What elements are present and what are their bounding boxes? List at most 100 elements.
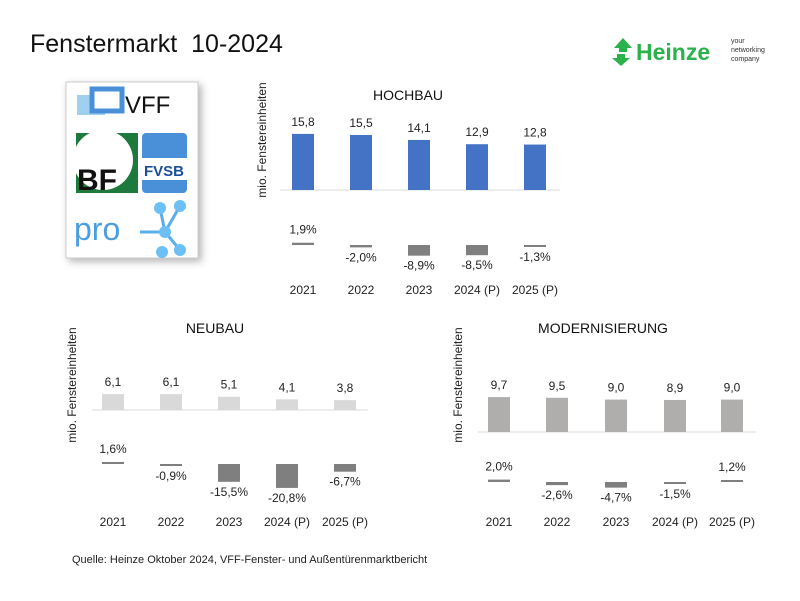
x-tick-label: 2021 [100,515,127,529]
value-bar [292,133,314,190]
svg-text:VFF: VFF [125,92,170,119]
chart-title: NEUBAU [186,320,244,336]
chart-neubau: NEUBAU mio. Fenstereinheiten 6,1 1,6% 2021 6,… [65,320,368,529]
x-tick-label: 2022 [348,283,375,297]
svg-text:FVSB: FVSB [144,163,184,180]
value-bar [488,397,510,432]
value-label: 3,8 [337,381,354,395]
change-bar [408,245,430,256]
value-bar [466,144,488,190]
svg-text:networking: networking [731,47,765,54]
heinze-logo: Heinze your networking company [612,38,765,66]
change-bar [350,245,372,248]
change-bar [605,482,627,488]
value-label: 9,7 [491,378,508,392]
value-bar [276,399,298,410]
value-bar [605,399,627,432]
change-label: 1,6% [99,442,127,456]
chart-modernisierung: MODERNISIERUNG mio. Fenstereinheiten 9,7 2,… [451,320,756,529]
svg-text:your: your [731,38,745,45]
svg-text:Heinze: Heinze [636,39,710,65]
change-label: -1,3% [519,250,551,264]
source-note: Quelle: Heinze Oktober 2024, VFF-Fenster… [72,554,428,566]
change-bar [664,482,686,484]
change-label: -2,0% [345,250,377,264]
value-label: 9,0 [724,381,741,395]
svg-text:company: company [731,56,760,63]
change-label: -0,9% [155,469,187,483]
x-tick-label: 2021 [290,283,317,297]
change-label: -2,6% [541,488,573,502]
change-bar [160,464,182,466]
change-bar [721,480,743,482]
change-label: -15,5% [210,485,248,499]
change-label: 1,9% [289,223,317,237]
value-label: 12,8 [523,126,547,140]
value-bar [664,399,686,432]
value-label: 15,5 [349,116,373,130]
value-label: 12,9 [465,125,489,139]
y-axis-label: mio. Fenstereinheiten [255,82,269,197]
value-label: 8,9 [667,381,684,395]
change-bar [488,479,510,482]
change-label: -8,9% [403,259,435,273]
value-bar [218,396,240,410]
y-axis-label: mio. Fenstereinheiten [451,327,465,442]
value-bar [334,400,356,410]
bf-logo: BF [73,130,138,197]
x-tick-label: 2022 [544,515,571,529]
x-tick-label: 2024 (P) [264,515,310,529]
x-tick-label: 2022 [158,515,185,529]
association-logos: VFF BF FVSB pro [65,81,199,259]
fvsb-logo: FVSB [142,133,187,193]
value-bar [408,139,430,190]
x-tick-label: 2023 [216,515,243,529]
value-label: 9,5 [549,379,566,393]
value-label: 5,1 [221,378,238,392]
value-label: 15,8 [291,115,315,129]
value-label: 4,1 [279,380,296,394]
svg-text:BF: BF [77,164,117,197]
svg-text:pro: pro [74,211,120,247]
x-tick-label: 2021 [486,515,513,529]
value-label: 9,0 [608,381,625,395]
value-label: 6,1 [105,375,122,389]
value-label: 6,1 [163,375,180,389]
x-tick-label: 2024 (P) [454,283,500,297]
value-bar [102,394,124,410]
change-bar [524,245,546,247]
value-bar [546,397,568,432]
change-bar [334,464,356,472]
change-label: -8,5% [461,258,493,272]
change-label: 1,2% [718,460,746,474]
x-tick-label: 2024 (P) [652,515,698,529]
vff-logo: VFF [77,86,170,119]
page-title: Fenstermarkt 10-2024 [30,30,283,58]
chart-title: HOCHBAU [373,87,443,103]
change-label: -1,5% [659,487,691,501]
change-bar [218,464,240,482]
value-label: 14,1 [407,121,431,135]
x-tick-label: 2025 (P) [322,515,368,529]
change-label: -6,7% [329,475,361,489]
x-tick-label: 2025 (P) [709,515,755,529]
value-bar [160,394,182,410]
change-bar [292,242,314,245]
value-bar [350,134,372,190]
change-label: -20,8% [268,491,306,505]
chart-title: MODERNISIERUNG [538,320,668,336]
change-label: 2,0% [485,460,513,474]
value-bar [721,399,743,432]
change-bar [276,464,298,488]
x-tick-label: 2023 [406,283,433,297]
chart-hochbau: HOCHBAU mio. Fenstereinheiten 15,8 1,9% 2021… [255,82,560,297]
change-bar [546,482,568,486]
x-tick-label: 2023 [603,515,630,529]
x-tick-label: 2025 (P) [512,283,558,297]
change-bar [102,462,124,464]
value-bar [524,144,546,190]
change-label: -4,7% [600,491,632,505]
y-axis-label: mio. Fenstereinheiten [65,327,79,442]
change-bar [466,245,488,256]
